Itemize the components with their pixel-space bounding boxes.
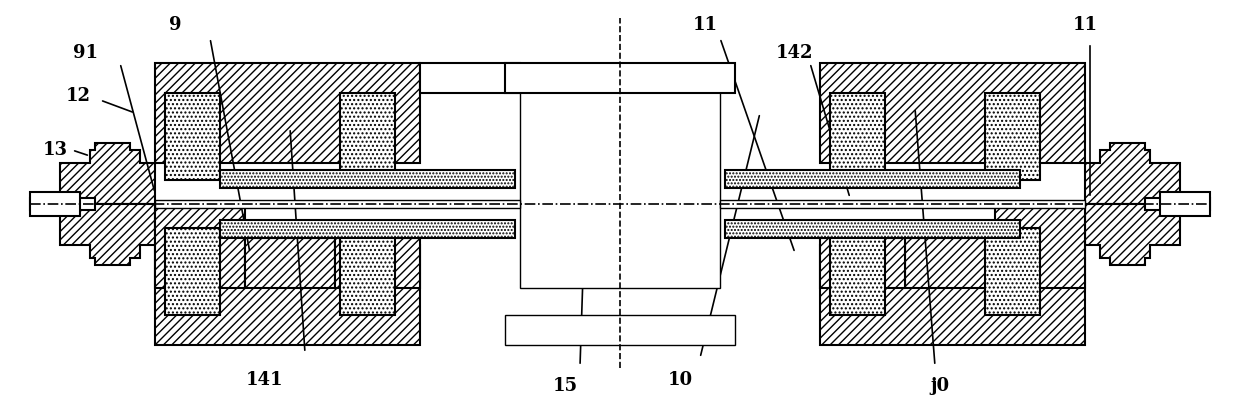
FancyBboxPatch shape [165, 93, 219, 180]
FancyBboxPatch shape [985, 93, 1040, 180]
Text: j0: j0 [930, 377, 950, 395]
FancyBboxPatch shape [420, 63, 520, 93]
FancyBboxPatch shape [905, 238, 994, 288]
FancyBboxPatch shape [820, 63, 1085, 163]
Polygon shape [60, 204, 155, 265]
FancyBboxPatch shape [985, 228, 1040, 315]
Polygon shape [1085, 204, 1180, 265]
FancyBboxPatch shape [725, 220, 1021, 238]
FancyBboxPatch shape [340, 93, 396, 180]
Polygon shape [60, 143, 155, 204]
FancyBboxPatch shape [1159, 192, 1210, 216]
Text: 13: 13 [42, 141, 67, 159]
FancyBboxPatch shape [155, 63, 420, 163]
FancyBboxPatch shape [520, 63, 720, 288]
FancyBboxPatch shape [219, 170, 515, 188]
Text: 11: 11 [692, 16, 718, 34]
FancyBboxPatch shape [505, 63, 735, 93]
FancyBboxPatch shape [340, 228, 396, 315]
Text: 11: 11 [1073, 16, 1097, 34]
FancyBboxPatch shape [820, 245, 1085, 345]
FancyBboxPatch shape [246, 238, 335, 288]
FancyBboxPatch shape [30, 198, 95, 210]
FancyBboxPatch shape [30, 192, 81, 216]
Text: 15: 15 [553, 377, 578, 395]
FancyBboxPatch shape [155, 204, 246, 288]
FancyBboxPatch shape [335, 238, 420, 288]
FancyBboxPatch shape [830, 228, 885, 315]
Text: 91: 91 [72, 44, 98, 62]
FancyBboxPatch shape [720, 200, 1085, 208]
FancyBboxPatch shape [830, 93, 885, 180]
Text: 9: 9 [169, 16, 181, 34]
FancyBboxPatch shape [219, 220, 515, 238]
FancyBboxPatch shape [155, 245, 420, 345]
Polygon shape [1085, 143, 1180, 204]
Text: 141: 141 [247, 371, 284, 389]
FancyBboxPatch shape [994, 204, 1085, 288]
FancyBboxPatch shape [155, 200, 520, 208]
FancyBboxPatch shape [1145, 198, 1210, 210]
Text: 10: 10 [667, 371, 693, 389]
FancyBboxPatch shape [820, 238, 905, 288]
Text: 12: 12 [66, 87, 91, 105]
FancyBboxPatch shape [165, 228, 219, 315]
FancyBboxPatch shape [505, 315, 735, 345]
Text: 142: 142 [776, 44, 813, 62]
FancyBboxPatch shape [725, 170, 1021, 188]
